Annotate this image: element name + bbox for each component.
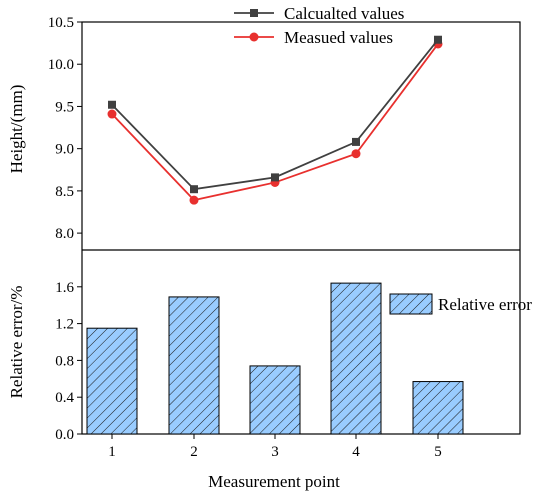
x-tick-label: 2 <box>190 444 198 460</box>
bottom-y-tick-label: 0.0 <box>55 427 74 443</box>
top-y-tick-label: 10.0 <box>48 57 74 73</box>
bottom-y-axis-label: Relative error/% <box>7 286 26 399</box>
bar-4 <box>330 282 382 435</box>
bar-3 <box>249 365 301 435</box>
measured-point <box>189 195 199 205</box>
x-tick-label: 5 <box>434 444 442 460</box>
top-y-tick-label: 9.0 <box>55 142 74 158</box>
bar-1 <box>86 327 138 435</box>
calculated-point <box>271 173 279 182</box>
bottom-panel: 0.0 0.4 0.8 1.2 1.6 1 2 3 4 5 Relative error <box>55 280 532 460</box>
x-tick-label: 1 <box>108 444 116 460</box>
calculated-point <box>352 137 360 146</box>
legend-swatch-relative-error <box>389 293 433 315</box>
x-tick-label: 4 <box>352 444 360 460</box>
bar-2 <box>168 296 220 435</box>
legend-label: Measued values <box>284 28 393 47</box>
calculated-point <box>190 185 198 194</box>
legend-label: Calcualted values <box>284 4 404 23</box>
top-y-tick-label: 10.5 <box>48 15 74 31</box>
top-y-axis-label: Height/(mm) <box>7 85 26 174</box>
calculated-point <box>108 100 116 109</box>
series-line-calculated <box>111 39 439 191</box>
bottom-y-tick-label: 1.2 <box>55 317 74 333</box>
top-y-tick-label: 8.5 <box>55 184 74 200</box>
measured-point <box>107 109 117 119</box>
bar-5 <box>412 381 464 435</box>
calculated-point <box>434 35 442 44</box>
measured-point <box>351 149 361 159</box>
top-panel: 8.0 8.5 9.0 9.5 10.0 10.5 Calcualted values Mea… <box>48 4 443 242</box>
top-y-tick-label: 8.0 <box>55 226 74 242</box>
bottom-y-tick-label: 0.8 <box>55 353 74 369</box>
x-tick-label: 3 <box>271 444 279 460</box>
bottom-y-tick-label: 0.4 <box>55 390 74 406</box>
axes-border <box>81 21 521 435</box>
bottom-y-tick-label: 1.6 <box>55 280 74 296</box>
plot-frame <box>81 21 521 435</box>
legend-marker-circle <box>249 32 259 42</box>
top-y-tick-label: 9.5 <box>55 99 74 115</box>
legend-label: Relative error <box>438 295 532 314</box>
legend-marker-square <box>250 9 258 17</box>
x-axis-label: Measurement point <box>208 472 340 491</box>
